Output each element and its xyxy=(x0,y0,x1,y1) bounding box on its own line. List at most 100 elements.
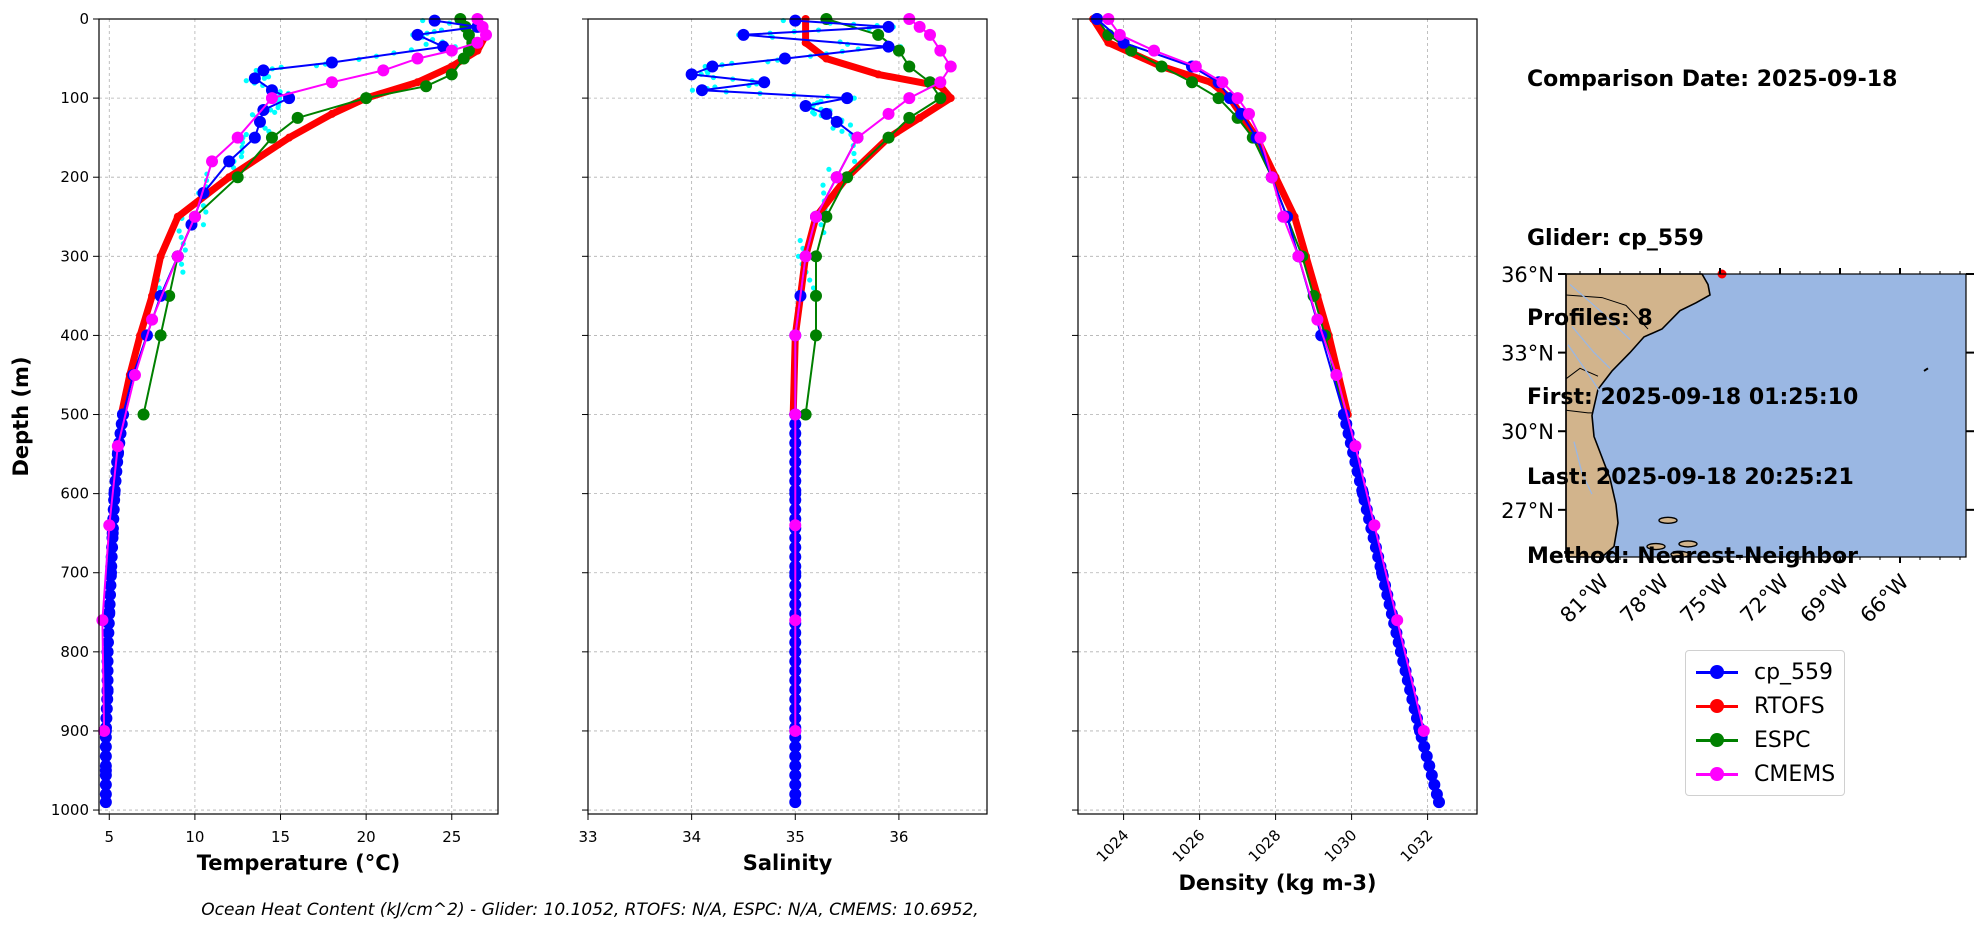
series-point-cmems xyxy=(98,724,111,737)
series-point-rtofs xyxy=(173,212,182,221)
raw-glider-point xyxy=(249,112,256,118)
series-line-cmems xyxy=(1107,18,1425,732)
series-point-espc xyxy=(903,111,916,124)
series-point-espc xyxy=(810,250,822,263)
raw-glider-point xyxy=(807,277,813,283)
series-point-cp_559 xyxy=(110,465,123,478)
series-point-cp_559 xyxy=(820,107,833,120)
raw-glider-point xyxy=(795,253,802,259)
series-point-cp_559 xyxy=(1420,750,1433,763)
series-point-rtofs xyxy=(915,113,924,122)
series-point-cmems xyxy=(1417,724,1430,737)
series-line-cmems xyxy=(101,18,487,731)
series-point-cmems xyxy=(903,92,916,105)
series-point-espc xyxy=(892,44,905,57)
series-point-cp_559 xyxy=(1423,759,1436,772)
raw-glider-point xyxy=(826,166,832,172)
legend-swatch xyxy=(1696,698,1738,713)
map-lat-label: 27°N xyxy=(1501,499,1554,523)
x-tick-label: 34 xyxy=(682,828,701,846)
plot-frame xyxy=(587,18,988,815)
map-lat-label: 36°N xyxy=(1501,263,1554,287)
series-point-espc xyxy=(820,210,833,223)
raw-glider-point xyxy=(851,158,858,164)
series-point-cp_559 xyxy=(789,750,802,763)
series-point-cp_559 xyxy=(109,474,122,487)
series-point-cp_559 xyxy=(99,769,112,782)
info-first: First: 2025-09-18 01:25:10 xyxy=(1527,385,1859,410)
series-point-cp_559 xyxy=(104,588,117,601)
series-point-cp_559 xyxy=(101,636,114,649)
panel-density: 1024 1026 1028 1030 1032 Density (kg m-3) xyxy=(1072,13,1478,895)
map-island xyxy=(1658,516,1678,525)
series-point-cmems xyxy=(934,76,947,89)
series-point-cmems xyxy=(830,171,843,184)
map-river xyxy=(1567,344,1601,393)
series-point-cp_559 xyxy=(101,655,114,668)
series-line-cp_559 xyxy=(1096,18,1440,803)
series-point-cp_559 xyxy=(101,664,114,677)
series-point-rtofs xyxy=(327,109,336,118)
raw-glider-point xyxy=(810,285,817,291)
raw-glider-point xyxy=(705,70,711,76)
series-point-cmems xyxy=(206,155,219,168)
x-tick-label: 36 xyxy=(889,828,908,846)
series-point-cmems xyxy=(924,28,936,41)
raw-glider-point xyxy=(203,209,209,215)
raw-glider-point xyxy=(820,182,826,188)
series-point-cmems xyxy=(1113,28,1126,41)
x-tick-label: 15 xyxy=(271,828,290,846)
series-point-cp_559 xyxy=(99,788,112,801)
series-point-cp_559 xyxy=(1428,778,1441,791)
series-point-cmems xyxy=(377,64,390,77)
raw-glider-point xyxy=(200,222,207,228)
series-point-cp_559 xyxy=(841,92,854,105)
x-tick-label: 1032 xyxy=(1397,826,1437,866)
series-point-cmems xyxy=(1330,368,1343,381)
x-tick-label: 1024 xyxy=(1093,826,1133,866)
x-tick-label: 5 xyxy=(105,828,115,846)
series-point-rtofs xyxy=(473,46,482,55)
panel-salinity: 33 34 35 36 Salinity xyxy=(578,13,988,875)
series-point-espc xyxy=(882,131,895,144)
series-line-cmems xyxy=(794,18,952,731)
series-point-cp_559 xyxy=(1430,788,1443,801)
y-tick-label: 1000 xyxy=(51,801,89,819)
y-tick-label: 300 xyxy=(60,247,89,265)
series-point-cp_559 xyxy=(99,740,112,753)
map-river xyxy=(1573,441,1593,495)
series-point-espc xyxy=(799,408,812,421)
series-point-cmems xyxy=(1292,250,1305,263)
map-frame xyxy=(1565,273,1967,558)
map-lat-label: 33°N xyxy=(1501,342,1554,366)
series-point-cp_559 xyxy=(685,68,698,81)
series-point-cmems xyxy=(1349,440,1362,453)
x-tick-label: 1026 xyxy=(1169,826,1209,866)
info-method: Method: Nearest-Neighbor xyxy=(1527,544,1858,569)
series-point-rtofs xyxy=(946,94,955,103)
series-point-cp_559 xyxy=(789,769,802,782)
x-tick-label: 20 xyxy=(357,828,376,846)
series-point-cmems xyxy=(1311,313,1324,326)
series-point-cp_559 xyxy=(737,28,750,41)
series-point-espc xyxy=(360,92,373,105)
legend: cp_559 RTOFS ESPC CMEMS xyxy=(1685,650,1845,796)
series-point-cp_559 xyxy=(99,759,112,772)
series-point-cmems xyxy=(1368,519,1381,532)
series-point-cmems xyxy=(1265,171,1278,184)
series-point-cp_559 xyxy=(706,60,719,73)
series-point-espc xyxy=(445,68,458,81)
series-point-espc xyxy=(265,131,278,144)
series-point-espc xyxy=(457,52,470,65)
series-point-cp_559 xyxy=(248,131,261,144)
legend-label: RTOFS xyxy=(1754,693,1825,719)
series-point-cp_559 xyxy=(99,750,112,763)
plot-frame xyxy=(98,18,499,815)
series-point-cmems xyxy=(851,131,864,144)
series-point-cp_559 xyxy=(101,683,114,696)
series-point-cp_559 xyxy=(223,155,236,168)
info-blank xyxy=(1527,147,1897,174)
map-island xyxy=(1646,542,1666,551)
series-point-cp_559 xyxy=(428,14,441,27)
series-point-cp_559 xyxy=(696,84,708,97)
